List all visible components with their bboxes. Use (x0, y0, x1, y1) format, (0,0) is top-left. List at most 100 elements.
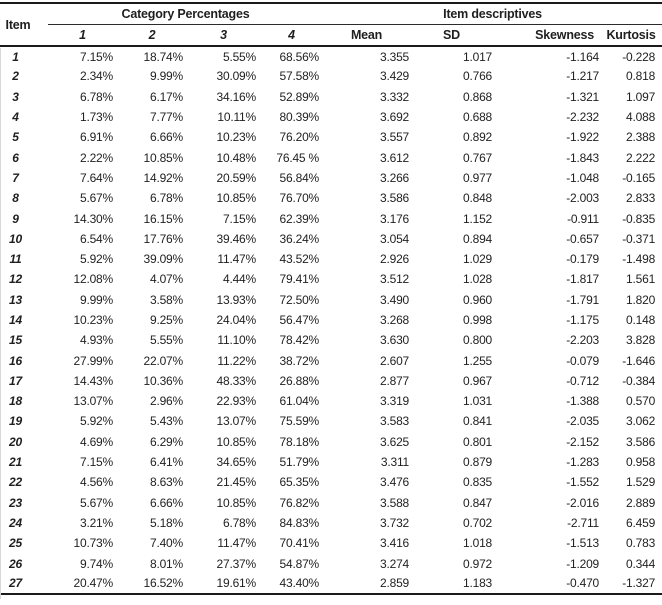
kurtosis-cell: 0.570 (626, 394, 656, 409)
table-row: 15 4.93% 5.55% 11.10% 78.42% 3.630 0.800… (0, 330, 662, 350)
skewness-cell: -1.209 (566, 556, 600, 571)
kurtosis-cell: 1.820 (626, 292, 656, 307)
item-number-cell: 23 (9, 495, 22, 510)
skewness-cell: -1.217 (566, 69, 600, 84)
category-4-cell: 78.18% (279, 434, 320, 449)
col-header-skewness: Skewness (493, 24, 601, 47)
mean-cell: 3.429 (379, 69, 410, 84)
mean-cell: 2.859 (379, 576, 410, 591)
sd-cell: 1.029 (462, 252, 493, 267)
mean-cell: 3.268 (379, 313, 410, 327)
category-4-cell: 76.82% (279, 495, 320, 510)
category-2-cell: 9.99% (149, 69, 183, 84)
table-row: 19 5.92% 5.43% 13.07% 75.59% 3.583 0.841… (0, 411, 662, 431)
table-row: 23 5.67% 6.66% 10.85% 76.82% 3.588 0.847… (0, 493, 662, 513)
col-header-category-1: 1 (48, 24, 117, 47)
category-3-cell: 48.33% (216, 373, 257, 388)
category-2-cell: 6.41% (149, 455, 183, 470)
category-4-cell: 36.24% (279, 231, 320, 246)
category-1-cell: 3.21% (79, 515, 113, 530)
table-row: 20 4.69% 6.29% 10.85% 78.18% 3.625 0.801… (0, 432, 662, 452)
skewness-cell: -1.922 (566, 130, 600, 145)
mean-cell: 3.588 (379, 495, 410, 510)
mean-cell: 3.176 (379, 211, 410, 226)
sd-cell: 0.868 (462, 89, 493, 104)
category-3-cell: 24.04% (216, 313, 257, 327)
skewness-cell: -1.817 (566, 272, 600, 287)
mean-cell: 3.355 (379, 49, 410, 64)
table-row: 24 3.21% 5.18% 6.78% 84.83% 3.732 0.702 … (0, 513, 662, 533)
sub-header-row: 1 2 3 4 Mean SD Skewness Kurtosis (0, 24, 662, 47)
category-3-cell: 10.85% (216, 495, 257, 510)
category-1-cell: 7.64% (79, 170, 113, 185)
kurtosis-cell: 2.889 (626, 495, 656, 510)
kurtosis-cell: -0.228 (622, 49, 656, 64)
category-1-cell: 9.99% (79, 292, 113, 307)
table-row: 4 1.73% 7.77% 10.11% 80.39% 3.692 0.688 … (0, 107, 662, 127)
category-1-cell: 2.34% (79, 69, 113, 84)
sd-cell: 1.152 (462, 211, 493, 226)
sd-cell: 0.801 (462, 434, 493, 449)
category-3-cell: 6.78% (222, 515, 256, 530)
category-2-cell: 8.01% (149, 556, 183, 571)
category-1-cell: 27.99% (73, 353, 114, 368)
category-4-cell: 78.42% (279, 333, 320, 348)
table-row: 27 20.47% 16.52% 19.61% 43.40% 2.859 1.1… (0, 574, 662, 594)
col-group-item-descriptives: Item descriptives (323, 3, 662, 25)
category-3-cell: 13.07% (216, 414, 257, 429)
category-1-cell: 4.69% (79, 434, 113, 449)
kurtosis-cell: 1.097 (626, 89, 656, 104)
table-row: 6 2.22% 10.85% 10.48% 76.45 % 3.612 0.76… (0, 147, 662, 167)
category-4-cell: 76.45 % (276, 150, 320, 165)
mean-cell: 3.274 (379, 556, 410, 571)
table-row: 5 6.91% 6.66% 10.23% 76.20% 3.557 0.892 … (0, 127, 662, 147)
item-number-cell: 3 (12, 89, 19, 104)
sd-cell: 1.028 (462, 272, 493, 287)
category-1-cell: 2.22% (79, 150, 113, 165)
category-2-cell: 3.58% (149, 292, 183, 307)
mean-cell: 3.416 (379, 536, 410, 551)
category-3-cell: 39.46% (216, 231, 257, 246)
table-row: 18 13.07% 2.96% 22.93% 61.04% 3.319 1.03… (0, 391, 662, 411)
category-2-cell: 5.18% (149, 515, 183, 530)
category-3-cell: 5.55% (222, 49, 256, 64)
item-number-cell: 22 (9, 475, 22, 490)
skewness-cell: -1.513 (566, 536, 600, 551)
skewness-cell: -2.016 (566, 495, 600, 510)
category-4-cell: 80.39% (279, 110, 320, 125)
category-4-cell: 70.41% (279, 536, 320, 551)
skewness-cell: -1.321 (566, 89, 600, 104)
category-3-cell: 4.44% (222, 272, 256, 287)
col-group-category-percentages: Category Percentages (48, 3, 324, 25)
kurtosis-cell: 0.344 (626, 556, 656, 571)
left-edge-line (0, 48, 1, 599)
skewness-cell: -1.552 (566, 475, 600, 490)
table-row: 7 7.64% 14.92% 20.59% 56.84% 3.266 0.977… (0, 168, 662, 188)
table-row: 25 10.73% 7.40% 11.47% 70.41% 3.416 1.01… (0, 533, 662, 553)
kurtosis-cell: 3.586 (626, 434, 656, 449)
category-1-cell: 14.30% (73, 211, 114, 226)
table-row: 22 4.56% 8.63% 21.45% 65.35% 3.476 0.835… (0, 472, 662, 492)
item-number-cell: 19 (9, 414, 22, 429)
item-number-cell: 7 (12, 170, 19, 185)
category-4-cell: 26.88% (279, 373, 320, 388)
mean-cell: 3.332 (379, 89, 410, 104)
category-2-cell: 7.40% (149, 536, 183, 551)
item-number-cell: 6 (12, 150, 19, 165)
table-row: 26 9.74% 8.01% 27.37% 54.87% 3.274 0.972… (0, 553, 662, 573)
skewness-cell: -0.911 (567, 211, 600, 226)
category-2-cell: 6.29% (149, 434, 183, 449)
category-3-cell: 10.48% (216, 150, 257, 165)
category-2-cell: 16.52% (143, 576, 184, 591)
kurtosis-cell: -1.327 (622, 576, 656, 591)
skewness-cell: -1.048 (566, 170, 600, 185)
sd-cell: 1.017 (462, 49, 493, 64)
category-1-cell: 10.73% (73, 536, 114, 551)
category-4-cell: 51.79% (279, 455, 320, 470)
kurtosis-cell: 2.388 (626, 130, 656, 145)
col-header-category-3: 3 (187, 24, 260, 47)
item-number-cell: 21 (9, 455, 22, 470)
skewness-cell: -1.388 (566, 394, 600, 409)
category-4-cell: 84.83% (279, 515, 320, 530)
col-header-category-4: 4 (260, 24, 324, 47)
